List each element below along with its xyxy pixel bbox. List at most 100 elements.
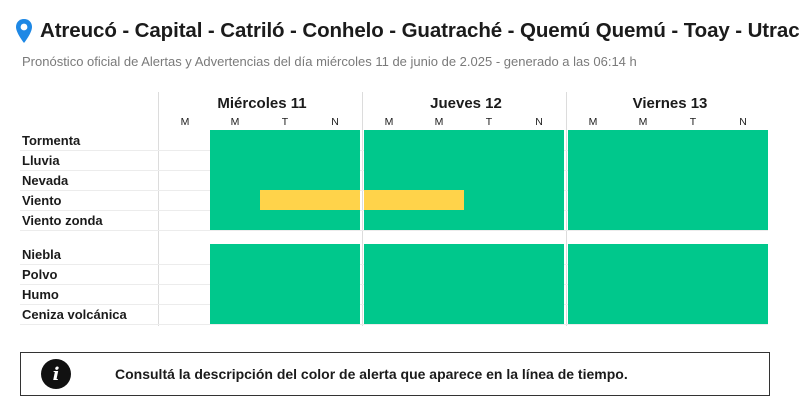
row-label: Viento <box>22 193 62 208</box>
alert-cell-green <box>718 244 768 264</box>
row-divider <box>20 324 768 325</box>
alert-cell-green <box>364 264 414 284</box>
alert-cell-green <box>718 210 768 230</box>
alert-cell-green <box>668 190 718 210</box>
period-label: M <box>230 116 240 128</box>
alert-cell-green <box>464 170 514 190</box>
alert-cell-green <box>618 150 668 170</box>
alert-cell-green <box>310 150 360 170</box>
alert-cell-green <box>618 190 668 210</box>
alert-cell-green <box>464 244 514 264</box>
alert-cell-yellow <box>364 190 414 210</box>
alert-cell-green <box>514 210 564 230</box>
alert-cell-green <box>414 150 464 170</box>
alert-cell-green <box>364 210 414 230</box>
alert-cell-green <box>718 130 768 150</box>
day-divider <box>566 92 567 326</box>
alert-cell-green <box>310 304 360 324</box>
alert-cell-green <box>618 304 668 324</box>
alert-cell-green <box>414 210 464 230</box>
period-label: T <box>281 116 289 128</box>
period-label: N <box>331 116 339 128</box>
row-label: Niebla <box>22 247 62 262</box>
alert-cell-green <box>568 190 618 210</box>
alert-cell-green <box>210 170 260 190</box>
period-label: M <box>588 116 598 128</box>
alert-cell-green <box>210 210 260 230</box>
alert-cell-green <box>210 284 260 304</box>
alert-cell-green <box>210 150 260 170</box>
row-label: Nevada <box>22 173 69 188</box>
page-subtitle: Pronóstico oficial de Alertas y Adverten… <box>22 54 637 69</box>
alert-cell-green <box>718 284 768 304</box>
period-label: T <box>689 116 697 128</box>
alert-cell-green <box>414 244 464 264</box>
row-label: Lluvia <box>22 153 60 168</box>
info-icon: i <box>41 359 71 389</box>
alert-cell-green <box>464 190 514 210</box>
info-notice: i Consultá la descripción del color de a… <box>20 352 770 396</box>
alert-cell-green <box>464 304 514 324</box>
alert-cell-green <box>364 244 414 264</box>
alert-cell-green <box>210 130 260 150</box>
location-pin-icon <box>16 19 32 43</box>
alert-cell-green <box>464 284 514 304</box>
period-label: N <box>535 116 543 128</box>
alert-cell-green <box>668 210 718 230</box>
period-label: M <box>180 116 190 128</box>
alert-cell-green <box>668 304 718 324</box>
row-label: Polvo <box>22 267 58 282</box>
page-title: Atreucó - Capital - Catriló - Conhelo - … <box>40 19 800 42</box>
alert-cell-green <box>310 244 360 264</box>
alert-cell-green <box>568 284 618 304</box>
alert-cell-green <box>364 284 414 304</box>
alert-cell-green <box>414 304 464 324</box>
row-divider <box>20 230 768 231</box>
alert-cell-yellow <box>310 190 360 210</box>
alert-cell-green <box>718 304 768 324</box>
day-divider <box>158 92 159 326</box>
alert-cell-yellow <box>414 190 464 210</box>
alert-cell-green <box>414 284 464 304</box>
period-label: T <box>485 116 493 128</box>
alert-cell-green <box>618 130 668 150</box>
alert-cell-green <box>668 150 718 170</box>
alert-cell-green <box>260 170 310 190</box>
day-header: Miércoles 11 <box>217 95 307 112</box>
alert-cell-green <box>260 304 310 324</box>
alert-cell-green <box>364 130 414 150</box>
alert-cell-green <box>464 130 514 150</box>
alert-cell-green <box>260 284 310 304</box>
alert-cell-green <box>514 170 564 190</box>
period-label: N <box>739 116 747 128</box>
alert-cell-green <box>568 130 618 150</box>
alert-cell-green <box>514 244 564 264</box>
alert-cell-green <box>718 170 768 190</box>
alert-cell-green <box>718 264 768 284</box>
alert-cell-green <box>718 150 768 170</box>
alert-cell-green <box>568 244 618 264</box>
alert-cell-green <box>514 284 564 304</box>
alert-cell-green <box>414 170 464 190</box>
alert-cell-green <box>718 190 768 210</box>
alert-cell-green <box>364 304 414 324</box>
alert-cell-green <box>260 264 310 284</box>
info-text: Consultá la descripción del color de ale… <box>115 366 628 382</box>
alert-cell-green <box>514 264 564 284</box>
alert-cell-green <box>568 150 618 170</box>
row-label: Humo <box>22 287 59 302</box>
alert-cell-green <box>568 170 618 190</box>
alert-cell-green <box>310 170 360 190</box>
alert-cell-green <box>668 264 718 284</box>
header: Atreucó - Capital - Catriló - Conhelo - … <box>14 18 800 44</box>
alert-cell-green <box>464 210 514 230</box>
alert-cell-green <box>514 150 564 170</box>
alert-cell-green <box>668 170 718 190</box>
row-label: Ceniza volcánica <box>22 307 127 322</box>
alert-cell-green <box>618 264 668 284</box>
alert-cell-green <box>668 284 718 304</box>
alert-cell-green <box>260 244 310 264</box>
alert-cell-green <box>514 130 564 150</box>
period-label: M <box>384 116 394 128</box>
alert-cell-green <box>568 210 618 230</box>
